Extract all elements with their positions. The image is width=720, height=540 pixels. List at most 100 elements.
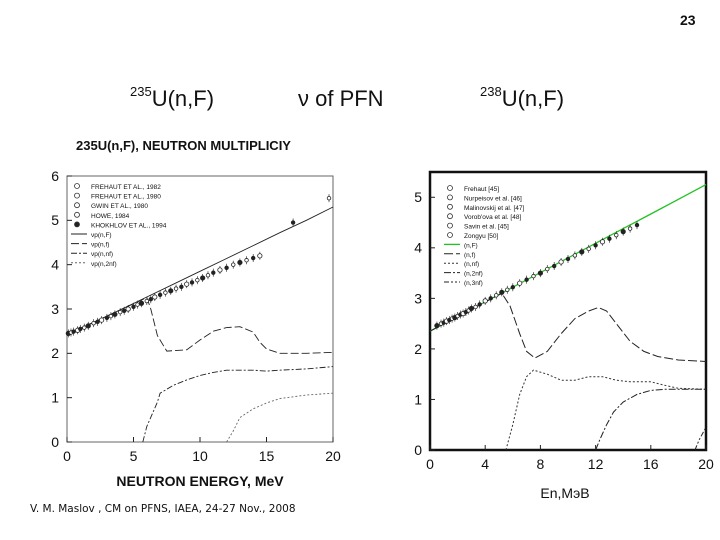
plot-frame [428,170,708,452]
data-point [468,305,475,312]
x-axis-label: NEUTRON ENERGY, MeV [116,473,284,489]
data-point [112,311,118,317]
legend-label: FREHAUT ET AL., 1980 [91,194,161,201]
data-point [125,306,131,312]
data-point [614,232,619,238]
data-point [85,323,91,329]
data-point [189,280,195,285]
data-point [537,270,543,276]
data-point [173,286,179,291]
x-tick-label: 4 [481,456,489,472]
data-point [524,277,529,282]
legend-label: νp(n,2nf) [91,261,117,268]
data-point [510,285,515,290]
legend-marker [447,232,453,238]
page-number: 23 [680,12,696,28]
legend-marker [74,211,80,218]
legend-label: Frehaut [45] [464,186,499,193]
data-point [551,263,557,269]
data-point [434,323,440,329]
series-line [142,366,334,443]
data-point [144,298,149,304]
data-point [135,302,140,307]
x-tick-label: 15 [259,448,275,464]
legend-label: Vorob'ova et al. [48] [464,214,521,221]
data-point [104,315,110,321]
x-tick-label: 10 [192,448,208,464]
series-line [595,388,706,451]
x-tick-label: 5 [130,448,138,464]
data-point [244,258,249,263]
data-point [499,289,505,295]
data-point [620,229,626,235]
data-point [184,281,190,287]
data-point [157,292,163,298]
legend-marker [447,185,453,191]
title-left-superscript: 235 [130,84,152,99]
chart-title: 235U(n,F), NEUTRON MULTIPLICIY [76,138,291,153]
legend-label: Malinovskij et al. [47] [464,205,525,212]
legend-label: νp(n,f) [91,242,109,249]
chart-235u-multiplicity: 0 5 10 15 20 0 1 2 3 4 5 6 235U(n,F), NEUTRON MULTIP… [51,138,341,489]
data-point [152,294,158,300]
data-point [290,220,296,225]
data-point [163,290,168,295]
data-point [586,246,591,252]
data-point [138,300,145,306]
legend-marker [74,192,80,199]
y-tick-label: 2 [51,345,59,361]
data-point [168,288,174,294]
x-tick-label: 20 [325,448,341,464]
data-point [558,259,564,265]
data-point [607,236,612,241]
footer-citation: V. M. Maslov , CM on PFNS, IAEA, 24-27 N… [30,503,296,515]
legend-label: HOWE, 1984 [91,213,130,220]
series-line [226,392,334,443]
data-point [205,273,211,278]
y-tick-label: 1 [51,390,59,406]
legend: Frehaut [45] Nurpeisov et al. [46] Malinov… [444,185,525,287]
data-point [488,296,493,301]
legend-marker [74,183,80,189]
legend-label: Zongyu [50] [464,233,499,240]
data-point [78,326,83,332]
data-point [148,297,153,302]
y-tick-label: 0 [51,434,59,450]
legend-label: (n,3nf) [464,280,483,287]
data-point [231,262,236,267]
legend-label: (n,nf) [464,261,479,268]
y-tick-label: 1 [414,391,422,407]
data-point [250,255,256,261]
legend-marker [447,222,453,229]
data-point [108,313,114,319]
data-point [224,265,229,270]
series-line [694,427,707,451]
x-axis-label: En,MэВ [540,485,589,500]
y-tick-label: 0 [414,442,422,458]
title-left-text: U(n,F) [151,86,215,111]
data-point [473,304,478,310]
legend-marker [74,202,80,209]
legend: FREHAUT ET AL., 1982 FREHAUT ET AL., 1980… [71,183,167,268]
series-line [429,292,707,362]
x-tick-label: 12 [588,456,604,472]
legend-label: KHOKHLOV ET AL., 1994 [91,222,167,229]
data-point [131,304,136,309]
data-point [195,277,200,283]
data-point [91,320,96,326]
y-tick-label: 6 [51,168,59,184]
y-tick-label: 5 [51,212,59,228]
data-point [517,280,523,286]
data-point [627,226,633,231]
x-tick-label: 8 [537,456,545,472]
x-tick-label: 0 [426,456,434,472]
y-tick-label: 3 [414,290,422,306]
title-right-text: U(n,F) [501,86,565,111]
data-point [599,239,606,245]
legend-label: (n,f) [464,252,476,259]
data-point [217,267,223,273]
data-point [71,329,76,334]
data-point [579,249,585,255]
y-tick-label: 2 [414,341,422,357]
